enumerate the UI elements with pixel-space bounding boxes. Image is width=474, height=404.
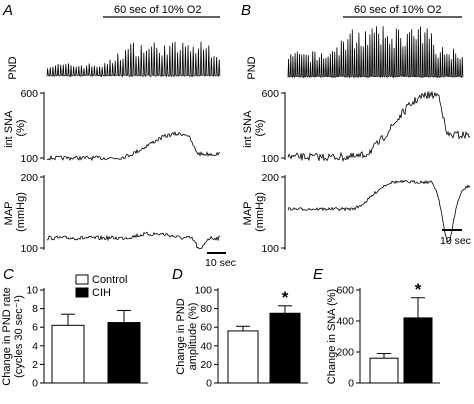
panel-label-d: D xyxy=(172,266,183,283)
bar-d-control xyxy=(227,330,259,384)
y-tick-label-d: 80 xyxy=(200,303,212,315)
y-tick-label-c: 4 xyxy=(32,340,38,352)
y-tick-label-e: 0 xyxy=(348,378,354,390)
y-axis-label-d: Change in PNDamplitude (%) xyxy=(175,298,199,374)
legend-swatch-cih xyxy=(75,287,89,298)
y-tick-label-c: 10 xyxy=(26,285,38,297)
map-ticklabel-b-bottom: 100 xyxy=(261,243,279,255)
bar-c-cih xyxy=(107,322,141,384)
panel-label-b: B xyxy=(241,2,251,19)
sna-label-a: int SNA (%) xyxy=(3,108,27,148)
y-axis-label-e: Change in SNA (%) xyxy=(326,289,338,384)
y-axis-label-c-line2: (cycles 30 sec⁻¹) xyxy=(13,295,25,378)
sna-label-a-line2: (%) xyxy=(15,119,27,136)
y-tick-label-e: 600 xyxy=(336,285,354,297)
sna-ticklabel-b-bottom: 100 xyxy=(261,153,279,165)
map-trace-b xyxy=(287,179,471,243)
y-tick-label-d: 100 xyxy=(194,285,212,297)
bar-c-control xyxy=(51,324,85,384)
y-axis-label-e-line1: Change in SNA (%) xyxy=(326,289,338,384)
pnd-label-b: PND xyxy=(246,56,258,79)
y-tick-label-d: 20 xyxy=(200,359,212,371)
map-ticklabel-b-top: 200 xyxy=(261,172,279,184)
map-ticklabel-a-top: 200 xyxy=(20,172,38,184)
panel-label-e: E xyxy=(313,266,324,283)
significance-d: * xyxy=(282,288,289,307)
y-tick-label-d: 0 xyxy=(206,378,212,390)
y-tick-label-c: 2 xyxy=(32,359,38,371)
y-axis-label-d-line2: amplitude (%) xyxy=(187,303,199,371)
y-tick-label-e: 400 xyxy=(336,316,354,328)
bar-d-cih xyxy=(269,312,301,384)
sna-label-b: int SNA (%) xyxy=(242,108,266,148)
sna-ticklabel-b-top: 600 xyxy=(261,88,279,100)
map-trace-a xyxy=(47,231,221,250)
significance-e: * xyxy=(415,280,422,299)
map-label-a-line2: (mmHg) xyxy=(15,192,27,232)
y-tick-label-c: 8 xyxy=(32,303,38,315)
map-label-a-line1: MAP xyxy=(3,202,15,226)
y-tick-label-d: 60 xyxy=(200,322,212,334)
y-tick-label-d: 40 xyxy=(200,340,212,352)
stimulus-label-a: 60 sec of 10% O2 xyxy=(114,4,201,16)
y-tick-label-e: 200 xyxy=(336,347,354,359)
pnd-trace-a xyxy=(46,41,221,78)
sna-label-b-line2: (%) xyxy=(254,119,266,136)
sna-label-a-line1: int SNA xyxy=(3,110,15,148)
sna-trace-b xyxy=(287,91,471,163)
bar-e-cih xyxy=(403,317,433,384)
legend-label-cih: CIH xyxy=(92,287,111,299)
map-label-a: MAP (mmHg) xyxy=(3,192,27,232)
sna-trace-a xyxy=(46,131,221,162)
sna-ticklabel-a-bottom: 100 xyxy=(20,153,38,165)
y-tick-label-c: 6 xyxy=(32,322,38,334)
sna-ticklabel-a-top: 600 xyxy=(20,88,38,100)
stimulus-label-b: 60 sec of 10% O2 xyxy=(354,4,441,16)
scale-bar-label-b: 10 sec xyxy=(440,235,471,247)
y-axis-label-c: Change in PND rate(cycles 30 sec⁻¹) xyxy=(1,287,25,385)
y-axis-label-d-line1: Change in PND xyxy=(175,298,187,374)
sna-label-b-line1: int SNA xyxy=(242,110,254,148)
legend-swatch-control xyxy=(75,274,89,285)
y-axis-label-c-line1: Change in PND rate xyxy=(1,287,13,385)
bar-e-control xyxy=(369,357,399,384)
panel-label-c: C xyxy=(3,266,14,283)
scale-bar-label-a: 10 sec xyxy=(205,257,236,269)
legend-label-control: Control xyxy=(92,274,127,286)
map-ticklabel-a-bottom: 100 xyxy=(20,243,38,255)
map-label-b-line2: (mmHg) xyxy=(254,192,266,232)
map-label-b: MAP (mmHg) xyxy=(242,192,266,232)
y-tick-label-c: 0 xyxy=(32,378,38,390)
panel-label-a: A xyxy=(2,2,13,19)
map-label-b-line1: MAP xyxy=(242,202,254,226)
pnd-trace-b xyxy=(287,26,464,79)
pnd-label-a: PND xyxy=(7,56,19,79)
